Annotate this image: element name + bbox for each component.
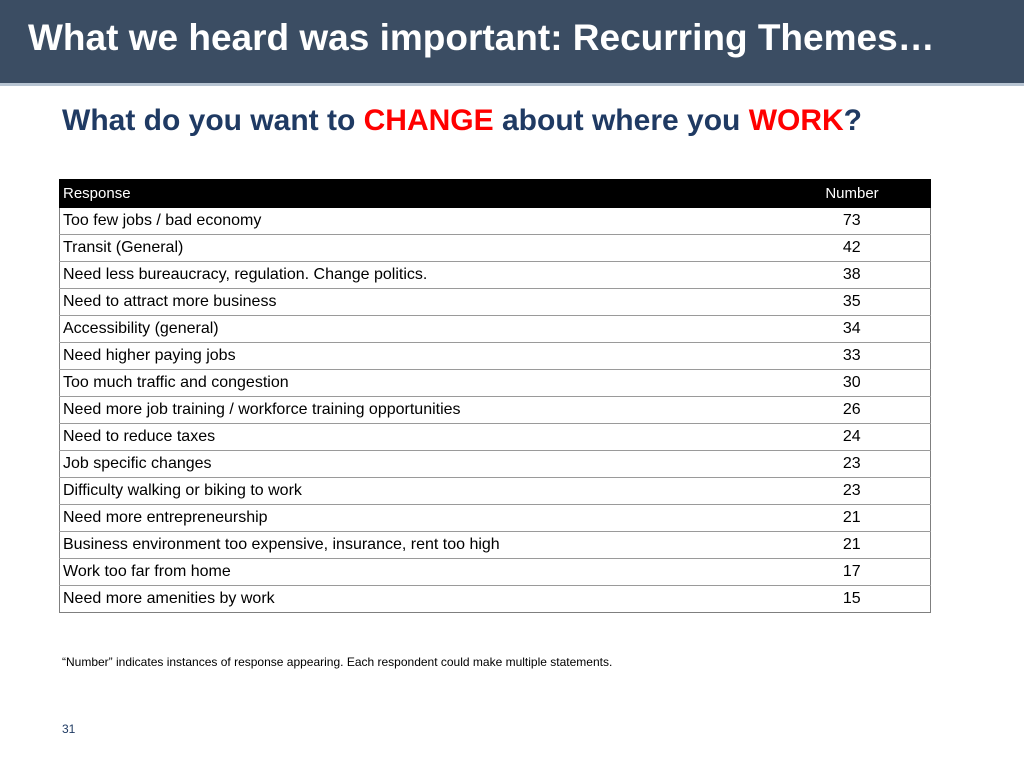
response-cell: Transit (General) bbox=[59, 234, 774, 262]
response-cell: Business environment too expensive, insu… bbox=[59, 531, 774, 559]
number-cell: 24 bbox=[773, 423, 931, 451]
slide-title: What we heard was important: Recurring T… bbox=[28, 17, 935, 58]
response-cell: Need to attract more business bbox=[59, 288, 774, 316]
number-cell: 21 bbox=[773, 531, 931, 559]
table-row: Need more amenities by work 15 bbox=[59, 585, 931, 613]
table-row: Need higher paying jobs 33 bbox=[59, 342, 931, 370]
question-heading: What do you want to CHANGE about where y… bbox=[62, 104, 862, 138]
table-row: Need more entrepreneurship 21 bbox=[59, 504, 931, 532]
number-cell: 35 bbox=[773, 288, 931, 316]
question-text-part3: ? bbox=[843, 104, 862, 137]
question-text-part2: about where you bbox=[493, 104, 749, 137]
number-cell: 21 bbox=[773, 504, 931, 532]
table-header-row: Response Number bbox=[59, 179, 931, 208]
table-row: Need more job training / workforce train… bbox=[59, 396, 931, 424]
question-emphasis-work: WORK bbox=[748, 104, 844, 137]
response-cell: Need more amenities by work bbox=[59, 585, 774, 613]
number-cell: 73 bbox=[773, 207, 931, 235]
number-cell: 23 bbox=[773, 477, 931, 505]
number-cell: 38 bbox=[773, 261, 931, 289]
number-cell: 42 bbox=[773, 234, 931, 262]
response-cell: Difficulty walking or biking to work bbox=[59, 477, 774, 505]
number-cell: 15 bbox=[773, 585, 931, 613]
response-cell: Job specific changes bbox=[59, 450, 774, 478]
table-row: Too much traffic and congestion 30 bbox=[59, 369, 931, 397]
number-cell: 34 bbox=[773, 315, 931, 343]
number-cell: 30 bbox=[773, 369, 931, 397]
response-cell: Too few jobs / bad economy bbox=[59, 207, 774, 235]
response-cell: Need less bureaucracy, regulation. Chang… bbox=[59, 261, 774, 289]
table-row: Need less bureaucracy, regulation. Chang… bbox=[59, 261, 931, 289]
question-emphasis-change: CHANGE bbox=[363, 104, 494, 137]
number-cell: 23 bbox=[773, 450, 931, 478]
response-cell: Too much traffic and congestion bbox=[59, 369, 774, 397]
table-row: Job specific changes 23 bbox=[59, 450, 931, 478]
slide-header-bar: What we heard was important: Recurring T… bbox=[0, 0, 1024, 86]
table-row: Business environment too expensive, insu… bbox=[59, 531, 931, 559]
responses-table: Response Number Too few jobs / bad econo… bbox=[59, 179, 931, 613]
table-row: Difficulty walking or biking to work 23 bbox=[59, 477, 931, 505]
table-row: Transit (General) 42 bbox=[59, 234, 931, 262]
column-header-number: Number bbox=[773, 179, 931, 208]
number-cell: 26 bbox=[773, 396, 931, 424]
footnote: “Number” indicates instances of response… bbox=[62, 655, 613, 669]
response-cell: Need to reduce taxes bbox=[59, 423, 774, 451]
response-cell: Accessibility (general) bbox=[59, 315, 774, 343]
response-cell: Need more job training / workforce train… bbox=[59, 396, 774, 424]
table-row: Need to attract more business 35 bbox=[59, 288, 931, 316]
table-row: Need to reduce taxes 24 bbox=[59, 423, 931, 451]
response-cell: Need more entrepreneurship bbox=[59, 504, 774, 532]
table-row: Too few jobs / bad economy 73 bbox=[59, 207, 931, 235]
number-cell: 33 bbox=[773, 342, 931, 370]
table-row: Accessibility (general) 34 bbox=[59, 315, 931, 343]
number-cell: 17 bbox=[773, 558, 931, 586]
table-row: Work too far from home 17 bbox=[59, 558, 931, 586]
page-number: 31 bbox=[62, 722, 76, 736]
response-cell: Work too far from home bbox=[59, 558, 774, 586]
question-text-part1: What do you want to bbox=[62, 104, 364, 137]
column-header-response: Response bbox=[59, 179, 774, 208]
response-cell: Need higher paying jobs bbox=[59, 342, 774, 370]
